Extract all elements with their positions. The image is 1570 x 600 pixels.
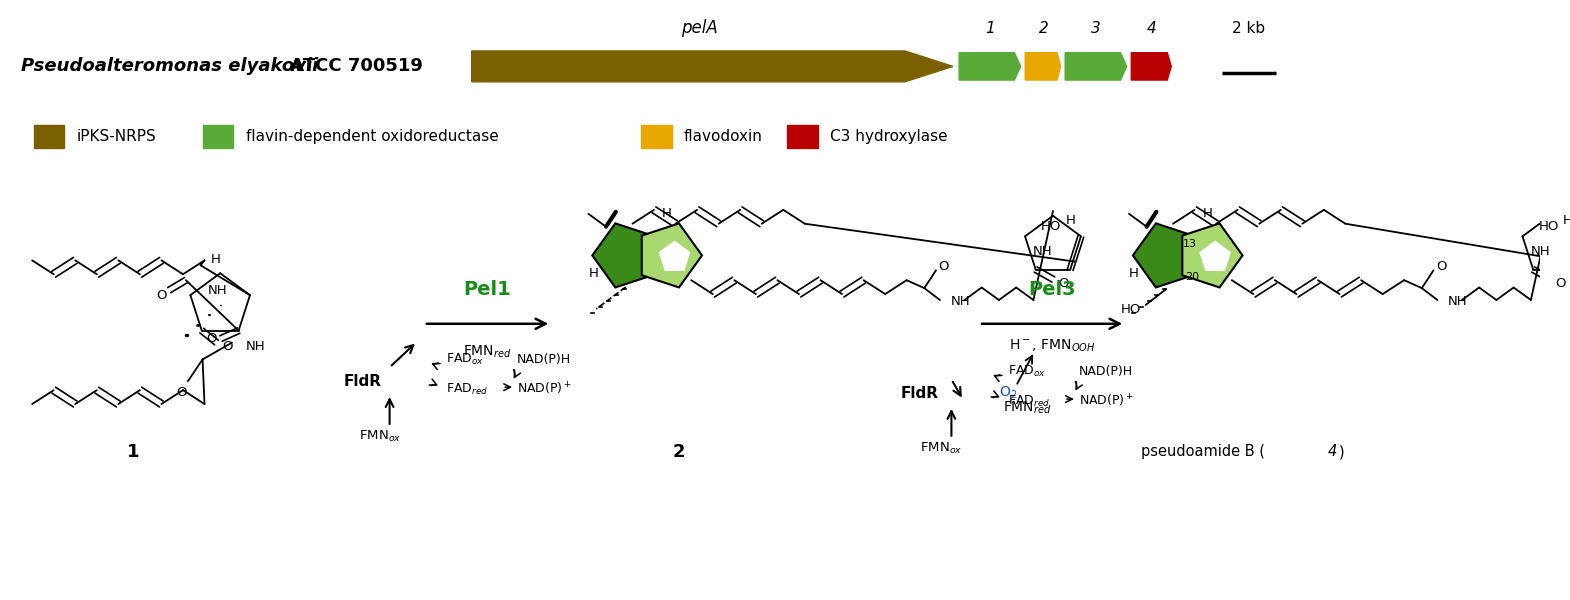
- Text: NH: NH: [951, 295, 970, 308]
- Text: ): ): [1339, 444, 1344, 459]
- Text: flavodoxin: flavodoxin: [685, 129, 763, 144]
- Text: H: H: [589, 267, 598, 280]
- Text: 2: 2: [1039, 21, 1049, 36]
- Text: 2: 2: [674, 443, 686, 461]
- Text: O$_2$: O$_2$: [999, 385, 1017, 401]
- Text: O: O: [155, 289, 166, 302]
- Text: C3 hydroxylase: C3 hydroxylase: [831, 129, 948, 144]
- Text: 20: 20: [1185, 272, 1199, 282]
- Polygon shape: [1182, 223, 1242, 287]
- Text: pseudoamide B (: pseudoamide B (: [1140, 444, 1264, 459]
- Text: FMN$_{ox}$: FMN$_{ox}$: [920, 441, 962, 456]
- Bar: [787, 125, 818, 148]
- Text: FldR: FldR: [344, 374, 382, 389]
- Polygon shape: [1134, 223, 1193, 287]
- Bar: [203, 125, 234, 148]
- Bar: [641, 125, 672, 148]
- Text: 12: 12: [1210, 259, 1225, 268]
- Text: H: H: [663, 208, 672, 220]
- Text: FMN$_{red}$: FMN$_{red}$: [463, 343, 512, 360]
- Text: HO: HO: [1041, 220, 1061, 233]
- Text: pelA: pelA: [681, 19, 717, 37]
- Text: HO: HO: [1121, 304, 1141, 316]
- Text: 1: 1: [984, 21, 995, 36]
- Text: H: H: [1129, 267, 1138, 280]
- Text: NAD(P)H: NAD(P)H: [1079, 365, 1134, 378]
- Text: 13: 13: [1182, 239, 1196, 248]
- Text: 4: 4: [1328, 444, 1338, 459]
- Text: H: H: [210, 253, 220, 266]
- Text: Pseudoalteromonas elyakovii: Pseudoalteromonas elyakovii: [22, 58, 319, 76]
- Polygon shape: [959, 53, 1020, 80]
- Text: H: H: [1564, 214, 1570, 227]
- Text: NAD(P)H: NAD(P)H: [517, 353, 571, 366]
- Polygon shape: [1064, 53, 1127, 80]
- Text: O: O: [221, 340, 232, 353]
- Text: O: O: [176, 386, 187, 398]
- Text: FAD$_{red}$: FAD$_{red}$: [1008, 394, 1050, 409]
- Bar: [33, 125, 64, 148]
- Text: NH: NH: [245, 340, 265, 353]
- Text: NH: NH: [1531, 245, 1550, 257]
- Text: NH: NH: [1448, 295, 1468, 308]
- Text: FAD$_{ox}$: FAD$_{ox}$: [1008, 364, 1046, 379]
- Text: 1: 1: [127, 443, 140, 461]
- Text: NAD(P)$^+$: NAD(P)$^+$: [517, 381, 571, 397]
- Text: O: O: [1556, 277, 1565, 290]
- Polygon shape: [592, 223, 653, 287]
- Polygon shape: [1025, 53, 1061, 80]
- Text: O: O: [1437, 260, 1446, 273]
- Text: NH: NH: [207, 284, 228, 297]
- Text: flavin-dependent oxidoreductase: flavin-dependent oxidoreductase: [245, 129, 498, 144]
- Text: O: O: [206, 332, 217, 345]
- Text: NAD(P)$^+$: NAD(P)$^+$: [1079, 393, 1134, 409]
- Polygon shape: [659, 241, 691, 271]
- Text: 4: 4: [1146, 21, 1156, 36]
- Text: FMN$_{ox}$: FMN$_{ox}$: [358, 429, 400, 444]
- Text: ATCC 700519: ATCC 700519: [284, 58, 422, 76]
- Text: Pel3: Pel3: [1028, 280, 1075, 299]
- Text: FldR: FldR: [901, 386, 939, 401]
- Polygon shape: [1199, 241, 1231, 271]
- Text: 3: 3: [1091, 21, 1101, 36]
- Polygon shape: [642, 223, 702, 287]
- Text: NH: NH: [1033, 245, 1052, 257]
- Text: FMN$_{red}$: FMN$_{red}$: [1003, 400, 1052, 416]
- Text: 2 kb: 2 kb: [1231, 21, 1265, 36]
- Text: H: H: [1066, 214, 1075, 227]
- Text: FAD$_{ox}$: FAD$_{ox}$: [446, 352, 485, 367]
- Text: O: O: [939, 260, 950, 273]
- Text: FAD$_{red}$: FAD$_{red}$: [446, 382, 488, 397]
- Text: iPKS-NRPS: iPKS-NRPS: [77, 129, 157, 144]
- Polygon shape: [1132, 53, 1171, 80]
- Text: H$^-$, FMN$_{OOH}$: H$^-$, FMN$_{OOH}$: [1010, 337, 1096, 354]
- Text: O: O: [1058, 277, 1068, 290]
- Text: HO: HO: [1539, 220, 1559, 233]
- Polygon shape: [471, 51, 953, 82]
- Text: H: H: [1203, 208, 1212, 220]
- Text: Pel1: Pel1: [463, 280, 512, 299]
